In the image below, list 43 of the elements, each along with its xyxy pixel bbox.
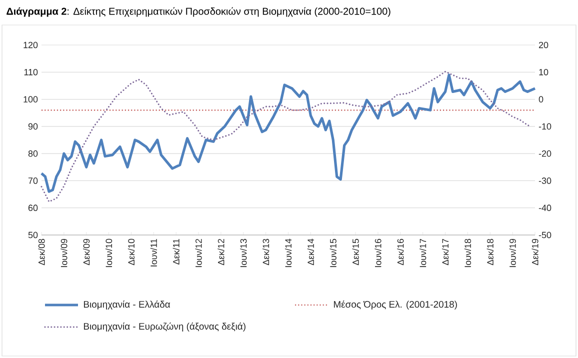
- x-tick-label: Δεκ/18: [486, 238, 494, 266]
- y-tick-label: 60: [28, 204, 38, 212]
- legend-label: Βιομηχανία - Ελλάδα: [84, 300, 170, 310]
- y-tick-label: 120: [24, 42, 38, 48]
- x-tick-label: Ιουν/17: [420, 238, 426, 268]
- y2-tick-label: -30: [538, 178, 552, 184]
- y2-tick-label: 10: [539, 68, 548, 76]
- x-tick-label: Ιουν/16: [374, 238, 382, 268]
- x-tick-label: Δεκ/12: [218, 238, 224, 266]
- x-tick-label: Δεκ/09: [83, 238, 90, 266]
- y2-tick-label: 20: [538, 42, 548, 48]
- y2-tick-label: -40: [538, 204, 552, 212]
- x-tick-label: Ιουν/13: [240, 238, 247, 268]
- y-tick-label: 110: [24, 68, 38, 76]
- x-tick-label: Ιουν/11: [150, 238, 157, 266]
- x-tick-label: Δεκ/13: [262, 238, 270, 266]
- x-tick-label: Δεκ/11: [172, 238, 180, 265]
- x-tick-label: Δεκ/16: [397, 238, 404, 266]
- x-tick-label: Δεκ/15: [352, 238, 359, 266]
- x-tick-label: Ιουν/12: [195, 238, 202, 268]
- y-tick-label: 80: [28, 150, 38, 157]
- chart-title: Διάγραμμα 2: Δείκτης Επιχειρηματικών Προσδοκιών στη Βιομηχανία (2000-2010=100): [6, 7, 390, 17]
- x-tick-label: Δεκ/08: [38, 238, 45, 266]
- y-tick-label: 50: [28, 232, 38, 238]
- x-tick-label: Δεκ/17: [442, 238, 449, 266]
- legend-label: Μέσος Όρος Ελ. (2001-2018): [334, 300, 457, 310]
- y2-tick-label: 0: [538, 96, 544, 102]
- x-tick-label: Ιουν/09: [60, 238, 68, 268]
- x-tick-label: Δεκ/14: [307, 238, 314, 266]
- y2-tick-label: -10: [538, 123, 552, 130]
- x-tick-label: Ιουν/18: [464, 238, 472, 268]
- x-tick-label: Δεκ/19: [532, 238, 538, 266]
- x-tick-label: Ιουν/10: [106, 238, 112, 268]
- x-tick-label: Ιουν/19: [509, 238, 516, 268]
- y2-tick-label: -50: [538, 232, 552, 238]
- y-tick-label: 90: [28, 123, 38, 130]
- y-tick-label: 100: [24, 96, 38, 102]
- y-tick-label: 70: [28, 178, 38, 184]
- x-tick-label: Ιουν/14: [284, 238, 292, 268]
- x-tick-label: Δεκ/10: [128, 238, 135, 266]
- x-tick-label: Ιουν/15: [330, 238, 336, 268]
- y2-tick-label: -20: [538, 150, 552, 157]
- legend-label: Βιομηχανία - Ευρωζώνη (άξονας δεξιά): [84, 322, 246, 332]
